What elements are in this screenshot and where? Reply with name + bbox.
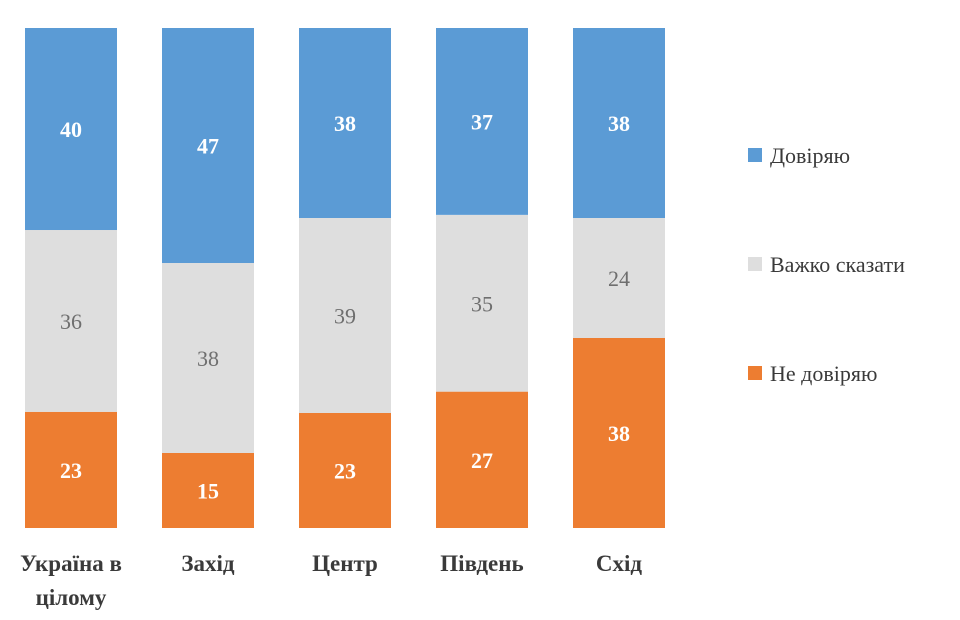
legend-marker-0 (748, 148, 762, 162)
data-label-1-0: 47 (197, 134, 219, 159)
data-label-3-2: 27 (471, 448, 493, 473)
bar-segment-2-0 (299, 28, 391, 218)
legend-label-1: Важко сказати (770, 252, 905, 277)
legend-label-0: Довіряю (770, 143, 850, 168)
bar-segment-1-1 (162, 263, 254, 453)
data-label-3-1: 35 (471, 291, 493, 316)
bar-segment-3-1 (436, 214, 528, 392)
legend: Довіряю Важко сказати Не довіряю (748, 143, 905, 386)
legend-marker-1 (748, 257, 762, 271)
category-label-0-0: Україна в (20, 551, 122, 576)
bar-segment-3-0 (436, 28, 528, 215)
data-label-3-0: 37 (471, 109, 493, 134)
bar-segment-1-2 (162, 453, 254, 528)
category-label-4-0: Схід (596, 551, 643, 576)
bar-segment-2-1 (299, 218, 391, 413)
bar-segment-0-1 (25, 230, 117, 412)
legend-marker-2 (748, 366, 762, 380)
category-label-1-0: Захід (181, 551, 235, 576)
category-label-0-1: цілому (36, 585, 107, 610)
bar-segment-3-2 (436, 391, 528, 528)
bar-segment-0-2 (25, 411, 117, 528)
data-label-4-0: 38 (608, 111, 630, 136)
data-label-0-2: 23 (60, 458, 82, 483)
data-label-2-2: 23 (334, 459, 356, 484)
bar-segment-1-0 (162, 28, 254, 263)
bar-segment-4-0 (573, 28, 665, 218)
category-label-3-0: Південь (440, 551, 523, 576)
data-label-0-0: 40 (60, 117, 82, 142)
legend-label-2: Не довіряю (770, 361, 877, 386)
data-label-1-1: 38 (197, 346, 219, 371)
bar-segment-2-2 (299, 413, 391, 528)
data-label-2-1: 39 (334, 304, 356, 329)
data-label-2-0: 38 (334, 111, 356, 136)
data-label-4-1: 24 (608, 266, 630, 291)
data-label-1-2: 15 (197, 479, 219, 504)
bars-group: 23 36 40 15 38 47 23 39 38 27 35 37 38 24 38 (25, 28, 665, 528)
data-label-4-2: 38 (608, 421, 630, 446)
bar-segment-4-1 (573, 218, 665, 338)
bar-segment-0-0 (25, 28, 117, 231)
data-label-0-1: 36 (60, 309, 82, 334)
category-labels: Україна в цілому Захід Центр Південь Схід (20, 551, 642, 610)
bar-segment-4-2 (573, 338, 665, 528)
category-label-2-0: Центр (312, 551, 378, 576)
